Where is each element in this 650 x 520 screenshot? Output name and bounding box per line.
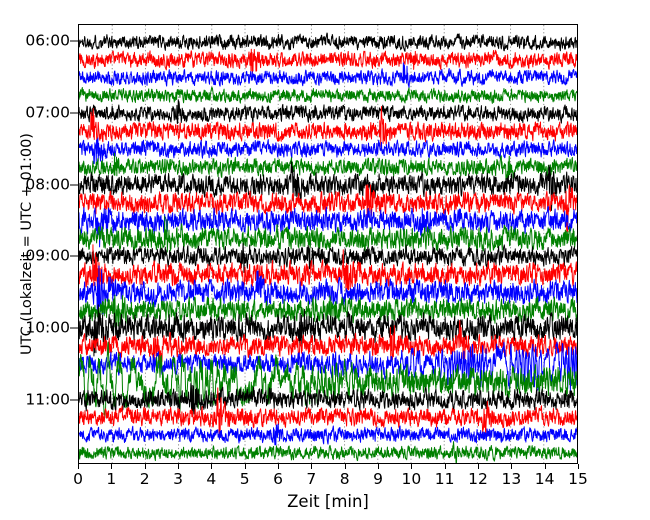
trace-0815 (79, 184, 577, 233)
trace-1000 (79, 304, 577, 357)
x-tick-label: 14 (534, 470, 555, 488)
x-tick-label: 3 (173, 470, 183, 488)
y-tick-label: 10:00 (25, 318, 70, 337)
x-tick-label: 10 (401, 470, 422, 488)
x-tick-mark (444, 464, 446, 469)
x-tick-label: 4 (206, 470, 217, 488)
x-tick-mark (344, 464, 346, 469)
x-tick-mark (544, 464, 546, 469)
y-axis-ticks: 06:00 07:00 08:00 09:00 10:00 11:00 (0, 0, 78, 520)
y-tick-mark (70, 327, 78, 329)
x-axis-label: Zeit [min] (287, 492, 369, 511)
x-tick-label: 7 (306, 470, 317, 488)
trace-1045 (79, 341, 577, 419)
x-tick-label: 15 (568, 470, 588, 488)
trace-0845 (79, 215, 577, 253)
x-tick-mark (478, 464, 479, 469)
x-tick-mark (278, 464, 279, 469)
trace-0645 (79, 86, 577, 104)
x-tick-mark (211, 464, 213, 469)
trace-0745 (79, 152, 577, 181)
x-tick-mark (144, 464, 146, 469)
x-tick-mark (178, 464, 179, 469)
trace-0800 (79, 161, 577, 212)
x-tick-mark (111, 464, 113, 469)
x-tick-label: 11 (434, 470, 455, 488)
x-tick-mark (311, 464, 313, 469)
trace-0715 (79, 106, 577, 147)
trace-1100 (79, 383, 577, 416)
x-tick-label: 0 (73, 470, 83, 488)
x-tick-label: 1 (106, 470, 117, 488)
y-tick-label: 07:00 (25, 103, 70, 122)
x-tick-mark (378, 464, 379, 469)
y-tick-label: 11:00 (25, 390, 70, 409)
x-tick-label: 12 (468, 470, 488, 488)
x-tick-label: 13 (501, 470, 522, 488)
x-tick-mark (511, 464, 513, 469)
x-tick-label: 6 (273, 470, 283, 488)
trace-0830 (79, 205, 577, 248)
trace-1130 (79, 423, 577, 446)
trace-0730 (79, 137, 577, 165)
trace-0915 (79, 244, 577, 292)
x-tick-label: 2 (139, 470, 150, 488)
trace-0630 (79, 62, 577, 90)
trace-0945 (79, 294, 577, 335)
y-tick-mark (70, 184, 78, 186)
y-tick-label: 06:00 (25, 31, 70, 50)
y-tick-mark (70, 40, 78, 42)
trace-0700 (79, 99, 577, 124)
y-tick-mark (70, 255, 78, 257)
seismic-traces (79, 32, 577, 463)
y-tick-mark (70, 112, 78, 114)
x-tick-mark (578, 464, 579, 469)
x-tick-mark (78, 464, 79, 469)
y-tick-label: 08:00 (25, 174, 70, 193)
x-tick-mark (244, 464, 246, 469)
x-tick-mark (411, 464, 413, 469)
trace-1145 (79, 441, 577, 463)
y-tick-mark (70, 399, 78, 401)
y-tick-label: 09:00 (25, 246, 70, 265)
trace-0615 (79, 48, 577, 75)
trace-0600 (79, 32, 577, 52)
x-tick-label: 5 (239, 470, 250, 488)
trace-1115 (79, 387, 577, 437)
x-tick-label: 8 (339, 470, 350, 488)
x-tick-label: 9 (373, 470, 383, 488)
x-axis-ticks: 0 1 2 3 4 5 6 7 8 9 10 11 12 13 14 15 (73, 464, 588, 494)
plot-area (78, 24, 578, 464)
